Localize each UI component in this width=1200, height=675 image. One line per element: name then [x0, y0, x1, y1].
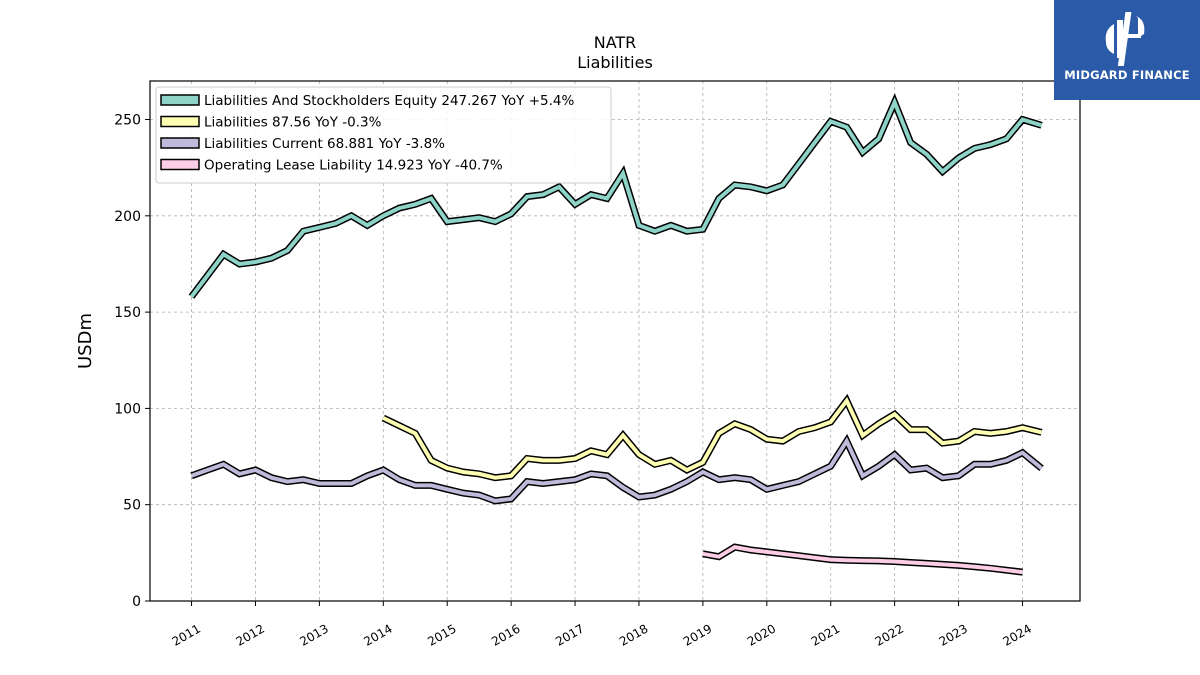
x-tick-label: 2014 [361, 621, 394, 648]
series-outline [381, 393, 1043, 482]
legend-swatch [160, 115, 200, 128]
y-tick-label: 150 [114, 305, 141, 321]
x-tick-label: 2024 [1001, 621, 1034, 648]
chart-title: NATR [594, 33, 637, 52]
legend-label: Liabilities 87.56 YoY -0.3% [204, 115, 382, 131]
brand-name: MIDGARD FINANCE [1064, 68, 1190, 82]
y-tick-label: 100 [114, 401, 141, 417]
x-tick-label: 2022 [873, 621, 906, 648]
y-axis-label: USDm [75, 313, 96, 369]
midgard-finance-logo-icon [1105, 12, 1145, 66]
series-line [702, 544, 1023, 575]
chart-subtitle: Liabilities [577, 53, 653, 72]
legend-swatch [160, 137, 200, 149]
x-tick-label: 2019 [681, 621, 714, 648]
legend: Liabilities And Stockholders Equity 247.… [155, 86, 612, 184]
x-tick-label: 2016 [489, 621, 522, 648]
series-line [190, 436, 1043, 503]
x-tick-label: 2015 [425, 621, 458, 648]
legend-label: Liabilities And Stockholders Equity 247.… [204, 93, 574, 109]
x-tick-label: 2017 [553, 621, 586, 648]
plot-frame [149, 80, 1081, 602]
legend-swatch [160, 94, 200, 106]
x-tick-label: 2018 [617, 621, 650, 648]
y-tick-label: 200 [114, 209, 141, 225]
y-tick-label: 250 [114, 113, 141, 129]
series-line [382, 396, 1043, 480]
axis-ticks: 0 50 100 150 200 250 2011 2012 2013 2014 2015 2016 2… [114, 113, 1034, 649]
y-tick-label: 0 [132, 594, 141, 610]
brand-logo: MIDGARD FINANCE [1054, 0, 1200, 100]
legend-swatch [160, 158, 200, 171]
x-tick-label: 2021 [809, 621, 842, 648]
x-tick-label: 2013 [297, 621, 330, 648]
x-tick-label: 2012 [234, 621, 267, 648]
legend-label: Operating Lease Liability 14.923 YoY -40… [204, 158, 503, 174]
x-tick-label: 2023 [937, 621, 970, 648]
series-line [189, 96, 1043, 298]
legend-box [155, 86, 612, 184]
y-tick-label: 50 [123, 498, 141, 514]
legend-label: Liabilities Current 68.881 YoY -3.8% [204, 136, 445, 152]
x-tick-label: 2011 [170, 621, 203, 648]
x-tick-label: 2020 [745, 621, 778, 648]
series-layer [188, 93, 1044, 576]
